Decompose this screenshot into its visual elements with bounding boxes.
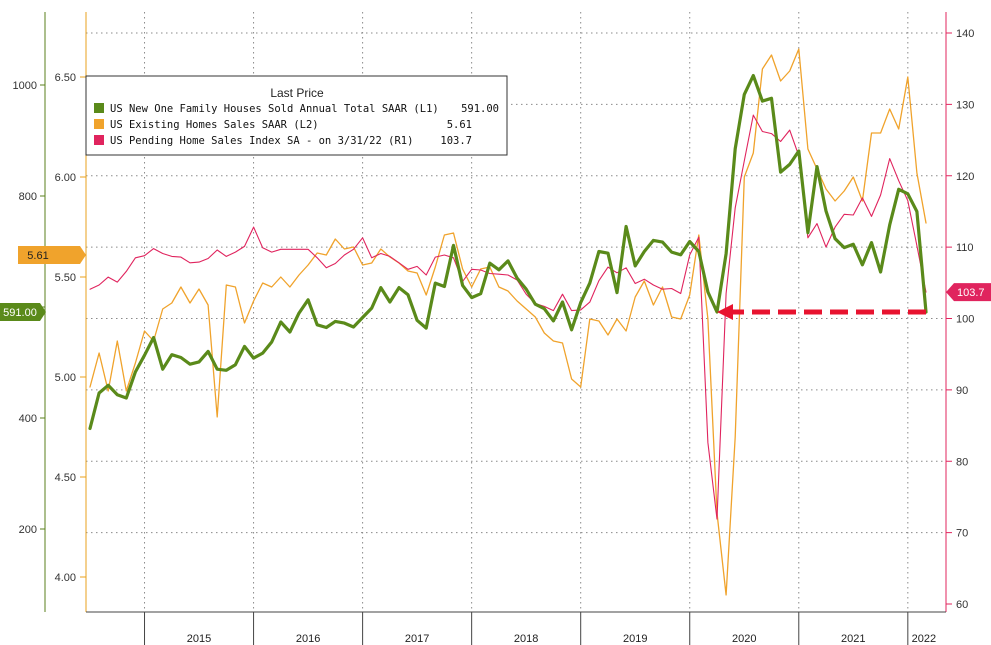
tick-label-l1: 1000 — [13, 80, 37, 92]
gridlines — [86, 12, 946, 612]
arrow-head — [717, 303, 733, 320]
tick-label-r1: 130 — [956, 99, 974, 111]
tick-label-l2: 5.00 — [55, 372, 76, 384]
tick-label-r1: 60 — [956, 599, 968, 611]
tick-label-r1: 80 — [956, 456, 968, 468]
legend-swatch-existing-homes — [94, 119, 104, 129]
legend-box — [85, 75, 508, 156]
tick-label-r1: 140 — [956, 28, 974, 40]
flag-text: 103.7 — [957, 287, 985, 299]
year-label-2019: 2019 — [623, 633, 647, 645]
last-value-flag-l1: 591.00 — [0, 302, 46, 321]
year-label-2022: 2022 — [912, 633, 936, 645]
tick-label-l1: 200 — [19, 524, 37, 536]
legend-swatch-pending-sales — [94, 135, 104, 145]
legend-label-existing-homes: US Existing Homes Sales SAAR (L2) — [110, 119, 319, 131]
tick-label-l2: 4.00 — [55, 572, 76, 584]
tick-label-l2: 5.50 — [55, 272, 76, 284]
year-label-2016: 2016 — [296, 633, 320, 645]
flag-shape — [18, 246, 86, 264]
series-line-r1 — [89, 114, 927, 520]
series-line-l2 — [89, 48, 927, 596]
tick-label-r1: 70 — [956, 528, 968, 540]
legend-value-new-homes: 591.00 — [461, 103, 499, 115]
series-lines — [88, 48, 928, 596]
legend-value-existing-homes: 5.61 — [447, 119, 472, 131]
annotations — [717, 303, 926, 320]
legend-label-pending-sales: US Pending Home Sales Index SA - on 3/31… — [110, 135, 413, 147]
last-value-flag-l2: 5.61 — [18, 246, 86, 264]
last-value-flags: 5.61 591.00 103.7 — [0, 246, 991, 321]
tick-label-l2: 6.00 — [55, 172, 76, 184]
last-value-flag-r1: 103.7 — [946, 283, 991, 302]
year-label-2021: 2021 — [841, 633, 865, 645]
tick-label-r1: 110 — [956, 242, 974, 254]
flag-shape — [946, 283, 991, 302]
tick-label-l2: 6.50 — [55, 72, 76, 84]
flag-text: 591.00 — [3, 307, 37, 319]
legend-title: Last Price — [270, 86, 324, 100]
tick-label-l1: 800 — [19, 191, 37, 203]
legend-swatch-new-homes — [94, 103, 104, 113]
legend-label-new-homes: US New One Family Houses Sold Annual Tot… — [110, 103, 439, 115]
flag-shape — [0, 302, 46, 321]
year-label-2020: 2020 — [732, 633, 756, 645]
year-label-2018: 2018 — [514, 633, 538, 645]
axes: 20040060080010004.004.505.005.506.006.50… — [13, 12, 974, 645]
flag-text: 5.61 — [27, 250, 48, 262]
tick-label-r1: 120 — [956, 171, 974, 183]
year-label-2017: 2017 — [405, 633, 429, 645]
series-line-l1 — [88, 73, 928, 431]
tick-label-l1: 400 — [19, 413, 37, 425]
tick-label-l2: 4.50 — [55, 472, 76, 484]
legend-value-pending-sales: 103.7 — [440, 135, 472, 147]
tick-label-r1: 90 — [956, 385, 968, 397]
year-label-2015: 2015 — [187, 633, 211, 645]
legend: Last Price US New One Family Houses Sold… — [85, 75, 508, 156]
tick-label-r1: 100 — [956, 314, 974, 326]
